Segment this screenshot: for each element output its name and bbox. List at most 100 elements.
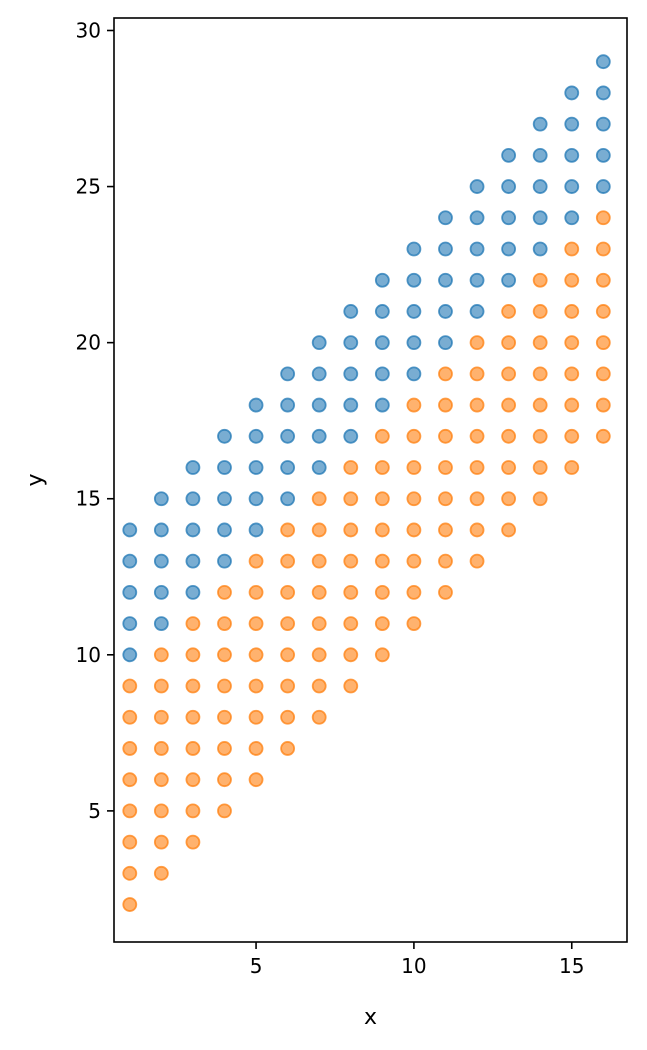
scatter-point-series-1: [501, 147, 517, 163]
scatter-point-series-2: [406, 397, 422, 413]
y-tick-label: 10: [76, 643, 101, 667]
scatter-point-series-1: [595, 179, 611, 194]
scatter-point-series-2: [374, 522, 390, 538]
scatter-point-series-1: [406, 366, 422, 382]
scatter-point-series-1: [374, 366, 390, 382]
scatter-point-series-2: [311, 678, 327, 694]
scatter-point-series-1: [153, 553, 169, 569]
scatter-point-series-2: [185, 616, 201, 631]
scatter-point-series-2: [438, 428, 453, 444]
scatter-point-series-2: [532, 397, 548, 413]
scatter-point-series-1: [343, 335, 359, 351]
scatter-point-series-1: [122, 553, 138, 569]
y-tick-label: 25: [76, 175, 101, 199]
scatter-point-series-2: [374, 584, 390, 600]
scatter-point-series-1: [469, 210, 485, 226]
scatter-point-series-1: [185, 491, 201, 507]
x-tick-label: 10: [401, 954, 426, 978]
scatter-point-series-1: [374, 304, 390, 319]
scatter-point-series-1: [406, 272, 422, 288]
scatter-point-series-1: [122, 522, 138, 538]
scatter-point-series-1: [248, 397, 264, 413]
scatter-point-series-2: [122, 678, 138, 694]
scatter-point-series-2: [217, 584, 232, 600]
scatter-point-series-1: [532, 179, 548, 194]
scatter-point-series-1: [564, 85, 580, 101]
scatter-point-series-1: [248, 428, 264, 444]
scatter-point-series-2: [248, 553, 264, 569]
scatter-point-series-1: [311, 335, 327, 351]
scatter-point-series-2: [153, 741, 169, 756]
scatter-point-series-2: [122, 709, 138, 725]
scatter-point-series-2: [564, 460, 580, 475]
scatter-point-series-2: [595, 272, 611, 288]
scatter-point-series-1: [343, 366, 359, 382]
y-tick-label: 15: [76, 487, 101, 511]
scatter-point-series-2: [406, 522, 422, 538]
scatter-point-series-2: [248, 772, 264, 788]
scatter-point-series-2: [469, 397, 485, 413]
scatter-point-series-2: [153, 834, 169, 850]
scatter-point-series-2: [501, 335, 517, 351]
scatter-point-series-1: [438, 210, 453, 226]
scatter-point-series-2: [532, 491, 548, 507]
scatter-point-series-2: [469, 428, 485, 444]
scatter-point-series-2: [311, 491, 327, 507]
scatter-point-series-2: [311, 616, 327, 631]
scatter-point-series-1: [122, 584, 138, 600]
scatter-point-series-1: [153, 584, 169, 600]
scatter-point-series-1: [217, 522, 232, 538]
scatter-point-series-2: [501, 491, 517, 507]
scatter-point-series-1: [406, 335, 422, 351]
scatter-point-series-1: [311, 428, 327, 444]
scatter-point-series-1: [438, 335, 453, 351]
x-tick-label: 15: [559, 954, 584, 978]
scatter-point-series-2: [374, 616, 390, 631]
scatter-point-series-2: [248, 647, 264, 663]
scatter-point-series-2: [469, 335, 485, 351]
scatter-point-series-1: [501, 210, 517, 226]
scatter-point-series-2: [469, 460, 485, 475]
scatter-point-series-2: [343, 460, 359, 475]
scatter-point-series-2: [374, 428, 390, 444]
scatter-point-series-1: [311, 460, 327, 475]
scatter-point-series-2: [185, 741, 201, 756]
scatter-point-series-2: [595, 335, 611, 351]
scatter-point-series-2: [311, 584, 327, 600]
scatter-point-series-1: [217, 460, 232, 475]
scatter-point-series-1: [406, 241, 422, 257]
scatter-point-series-2: [217, 647, 232, 663]
scatter-point-series-2: [122, 834, 138, 850]
scatter-point-series-2: [532, 460, 548, 475]
scatter-point-series-1: [248, 491, 264, 507]
scatter-point-series-2: [343, 522, 359, 538]
scatter-point-series-1: [122, 647, 138, 663]
scatter-point-series-2: [595, 428, 611, 444]
scatter-point-series-2: [532, 428, 548, 444]
scatter-point-series-1: [532, 147, 548, 163]
scatter-point-series-1: [280, 397, 296, 413]
scatter-point-series-2: [280, 553, 296, 569]
scatter-point-series-1: [374, 397, 390, 413]
scatter-point-series-1: [501, 241, 517, 257]
scatter-point-series-1: [185, 553, 201, 569]
scatter-point-series-2: [217, 678, 232, 694]
scatter-point-series-2: [374, 491, 390, 507]
scatter-point-series-2: [438, 553, 453, 569]
scatter-point-series-2: [153, 865, 169, 881]
scatter-point-series-2: [122, 803, 138, 819]
scatter-point-series-1: [374, 272, 390, 288]
scatter-point-series-2: [564, 428, 580, 444]
scatter-point-series-1: [280, 491, 296, 507]
scatter-point-series-1: [501, 179, 517, 194]
scatter-point-series-1: [280, 428, 296, 444]
scatter-point-series-1: [469, 272, 485, 288]
scatter-point-series-2: [153, 647, 169, 663]
scatter-point-series-2: [153, 772, 169, 788]
scatter-point-series-2: [501, 366, 517, 382]
scatter-point-series-2: [564, 304, 580, 319]
scatter-point-series-2: [280, 741, 296, 756]
y-axis-label: y: [23, 473, 48, 486]
scatter-point-series-1: [343, 397, 359, 413]
